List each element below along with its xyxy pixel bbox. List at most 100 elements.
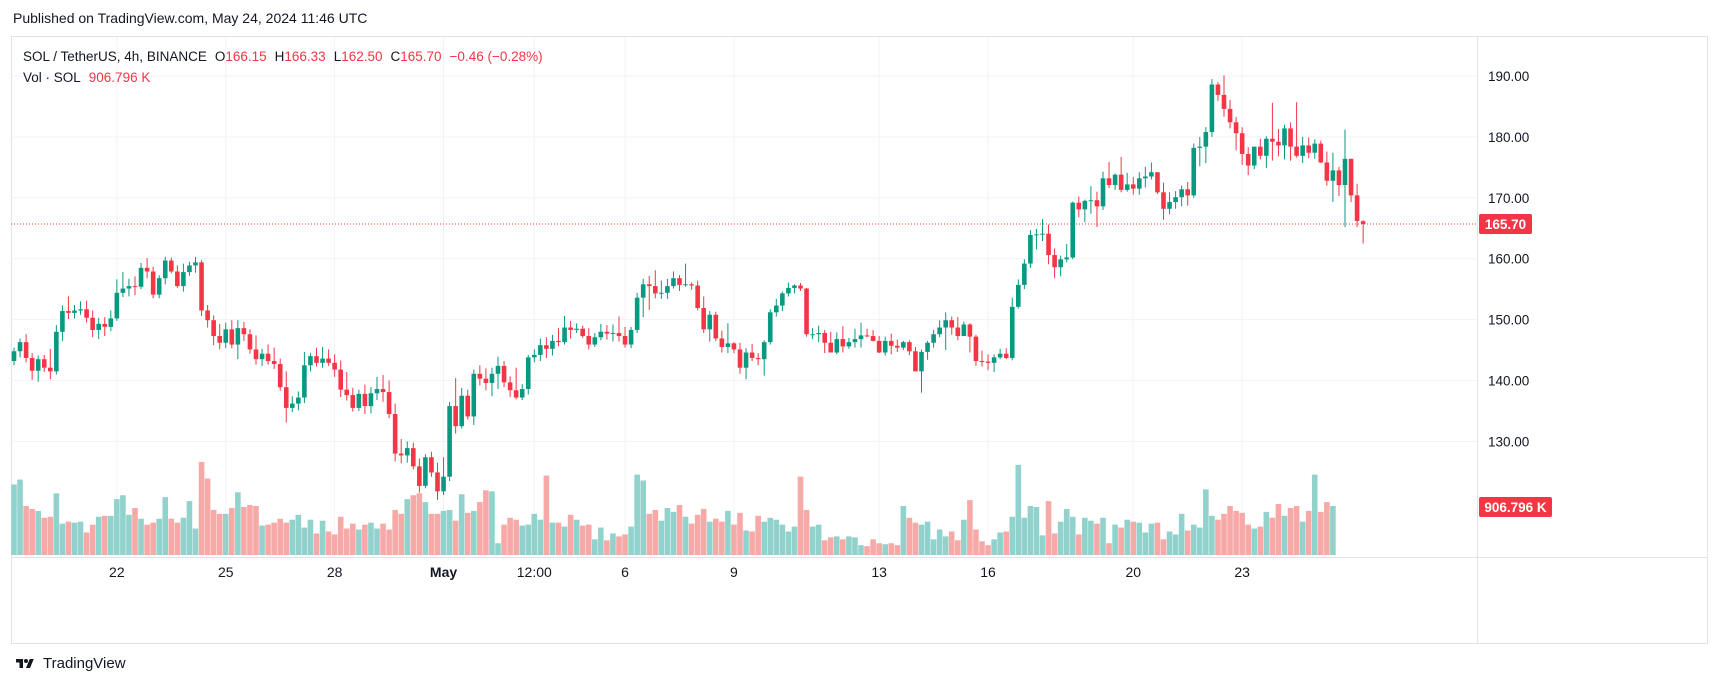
volume-bar — [634, 474, 640, 555]
volume-bar — [664, 507, 671, 555]
volume-bar — [870, 539, 876, 555]
candle — [423, 454, 428, 489]
candle-body — [1300, 145, 1305, 156]
candle-body — [193, 262, 198, 266]
candle-body — [1209, 84, 1215, 133]
candle-body — [29, 357, 35, 371]
volume-bar — [1233, 510, 1239, 555]
candle-body — [429, 457, 434, 473]
candle-body — [507, 382, 513, 391]
volume-bar — [83, 532, 90, 555]
volume-bar — [1269, 517, 1276, 555]
candle-body — [949, 320, 955, 328]
candle — [229, 320, 235, 349]
candle — [1264, 136, 1269, 168]
candle — [132, 276, 138, 296]
candle — [23, 334, 29, 363]
candle-body — [1022, 263, 1027, 285]
candle — [634, 292, 640, 333]
price-tick-label: 170.00 — [1488, 191, 1529, 206]
candle-body — [695, 285, 700, 309]
footer-branding[interactable]: TradingView — [13, 655, 126, 672]
candle — [199, 259, 204, 316]
volume-bar — [1106, 543, 1112, 555]
candle-body — [525, 357, 531, 390]
candle — [144, 258, 150, 279]
candle-body — [1173, 197, 1178, 203]
candle — [628, 326, 634, 349]
volume-bar — [706, 521, 713, 555]
candle — [1009, 297, 1015, 361]
high-label: H — [274, 49, 285, 64]
candle-body — [253, 349, 259, 360]
candle-body — [1191, 147, 1197, 196]
candle — [1003, 348, 1009, 360]
candle-body — [979, 361, 985, 363]
volume-bar — [912, 522, 919, 555]
candle-body — [1070, 202, 1076, 258]
volume-bar — [1142, 532, 1149, 555]
volume-bar — [35, 510, 41, 555]
candle — [441, 457, 446, 495]
volume-bar — [392, 509, 398, 555]
volume-bar — [1209, 515, 1215, 555]
volume-bar — [1251, 528, 1258, 555]
candle-body — [35, 359, 41, 371]
candle — [1239, 127, 1245, 165]
volume-bar — [900, 506, 907, 555]
low-label: L — [333, 49, 342, 64]
high-value: 166.33 — [284, 49, 326, 64]
volume-bar — [749, 531, 755, 555]
chart-frame[interactable] — [11, 36, 1708, 644]
candle — [344, 371, 350, 401]
symbol-label[interactable]: SOL / TetherUS, 4h, BINANCE — [23, 49, 207, 64]
volume-bar — [1160, 539, 1167, 555]
volume-bar — [1027, 506, 1034, 555]
volume-bar — [507, 517, 513, 555]
volume-bar — [821, 540, 828, 555]
volume-bar — [525, 524, 532, 555]
low-value: 162.50 — [341, 49, 383, 64]
candle-body — [1064, 257, 1069, 260]
candle-body — [1312, 143, 1318, 153]
candle-body — [913, 351, 918, 372]
candle — [1155, 172, 1160, 195]
candle-body — [374, 389, 380, 394]
candle — [1028, 230, 1033, 268]
candle — [169, 257, 174, 274]
volume-bar — [1178, 513, 1185, 555]
volume-bar — [295, 514, 302, 555]
volume-bar — [434, 513, 441, 555]
candle — [404, 441, 410, 463]
volume-bar — [755, 515, 761, 555]
candle — [997, 348, 1003, 360]
volume-bar — [1257, 526, 1264, 555]
candle — [1221, 75, 1227, 117]
candle-body — [798, 285, 803, 289]
candle — [653, 270, 658, 299]
candle-body — [519, 389, 525, 398]
volume-bar — [888, 543, 895, 555]
candle — [223, 322, 229, 349]
time-tick-label: 12:00 — [517, 564, 552, 580]
volume-bar — [235, 492, 241, 555]
volume-bar — [289, 519, 296, 555]
candle — [895, 339, 900, 352]
volume-bar — [101, 515, 108, 555]
volume-bar — [186, 501, 193, 555]
volume-label[interactable]: Vol · SOL — [23, 70, 81, 85]
candle-body — [417, 466, 422, 486]
volume-bar — [1190, 524, 1197, 555]
volume-bar — [561, 526, 568, 555]
candle-body — [550, 340, 555, 349]
candle — [66, 296, 71, 319]
volume-bar — [694, 514, 701, 555]
candle — [592, 332, 598, 348]
candle-body — [477, 373, 483, 379]
volume-bar — [1275, 504, 1282, 555]
volume-bar — [471, 510, 477, 555]
candle — [1360, 220, 1366, 244]
candle-body — [350, 395, 356, 408]
candle-body — [1137, 178, 1142, 189]
